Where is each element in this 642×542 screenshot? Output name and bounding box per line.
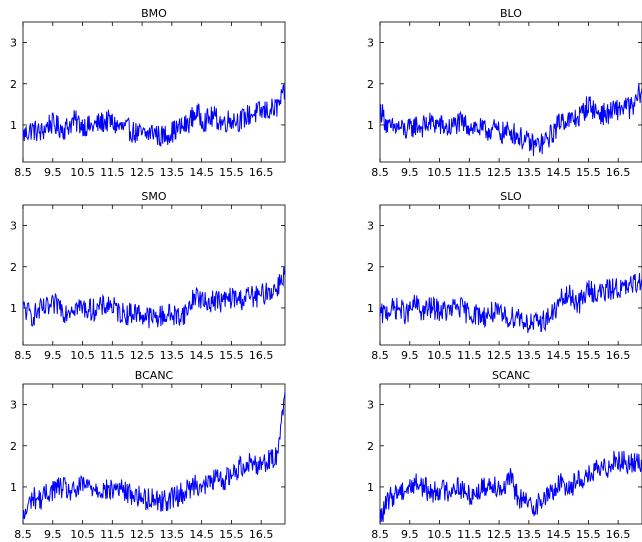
x-tick-label: 15.5 — [576, 349, 601, 362]
series-line — [379, 83, 642, 156]
x-tick-label: 12.5 — [487, 528, 512, 541]
x-tick-label: 10.5 — [70, 166, 95, 179]
chart-title: BMO — [141, 7, 167, 20]
x-tick-label: 15.5 — [576, 166, 601, 179]
x-tick-label: 9.5 — [401, 349, 419, 362]
x-tick-label: 14.5 — [189, 166, 214, 179]
y-tick-label: 1 — [10, 302, 17, 315]
y-tick-label: 2 — [10, 78, 17, 91]
x-tick-label: 8.5 — [371, 166, 389, 179]
x-tick-label: 9.5 — [44, 166, 62, 179]
y-tick-label: 1 — [367, 119, 374, 132]
x-tick-label: 10.5 — [70, 528, 95, 541]
x-tick-label: 16.5 — [249, 166, 274, 179]
x-tick-label: 11.5 — [457, 166, 482, 179]
chart-title: SMO — [141, 190, 166, 203]
x-tick-label: 11.5 — [100, 349, 125, 362]
x-tick-label: 10.5 — [427, 349, 452, 362]
x-tick-label: 8.5 — [14, 349, 32, 362]
plot-frame — [379, 21, 642, 163]
chart-panel-bcanc: BCANC 8.5 9.5 10.5 11.5 12.5 13.5 14.5 15.5 16.5 1… — [10, 369, 286, 541]
x-tick-label: 9.5 — [44, 349, 62, 362]
plot-frame — [22, 21, 286, 163]
series-line — [379, 272, 642, 334]
x-tick-label: 14.5 — [189, 349, 214, 362]
x-tick-label: 16.5 — [249, 349, 274, 362]
x-tick-label: 9.5 — [401, 528, 419, 541]
x-tick-label: 10.5 — [427, 166, 452, 179]
y-tick-label: 1 — [10, 481, 17, 494]
y-tick-label: 1 — [10, 119, 17, 132]
x-tick-label: 16.5 — [606, 528, 631, 541]
chart-title: SCANC — [492, 369, 530, 382]
x-tick-label: 10.5 — [427, 528, 452, 541]
x-tick-label: 8.5 — [371, 349, 389, 362]
series-line — [22, 266, 286, 329]
x-tick-label: 11.5 — [100, 528, 125, 541]
series-line — [22, 392, 286, 520]
y-tick-label: 2 — [10, 440, 17, 453]
x-tick-label: 16.5 — [249, 528, 274, 541]
chart-panel-scanc: SCANC 8.5 9.5 10.5 11.5 12.5 13.5 14.5 15.5 16.5 1… — [367, 369, 642, 541]
x-tick-label: 9.5 — [44, 528, 62, 541]
x-tick-label: 13.5 — [517, 349, 542, 362]
y-tick-label: 2 — [367, 440, 374, 453]
x-tick-label: 16.5 — [606, 349, 631, 362]
plot-frame — [379, 204, 642, 346]
chart-panel-bmo: BMO 8.5 9.5 10.5 11.5 12.5 13.5 14.5 15.5 16.5 1 2 3 — [10, 7, 286, 179]
y-tick-label: 2 — [367, 261, 374, 274]
y-tick-label: 1 — [367, 302, 374, 315]
x-tick-label: 11.5 — [457, 349, 482, 362]
plot-frame — [22, 383, 286, 525]
x-tick-label: 15.5 — [219, 349, 244, 362]
x-tick-label: 15.5 — [576, 528, 601, 541]
x-tick-label: 13.5 — [160, 166, 185, 179]
series-line — [22, 83, 286, 147]
x-tick-label: 12.5 — [130, 349, 155, 362]
y-tick-label: 2 — [367, 78, 374, 91]
x-tick-label: 13.5 — [160, 528, 185, 541]
x-tick-label: 9.5 — [401, 166, 419, 179]
chart-title: BLO — [500, 7, 522, 20]
x-tick-label: 13.5 — [517, 528, 542, 541]
series-line — [379, 450, 642, 523]
x-tick-label: 12.5 — [130, 166, 155, 179]
x-tick-label: 14.5 — [546, 349, 571, 362]
chart-panel-blo: BLO 8.5 9.5 10.5 11.5 12.5 13.5 14.5 15.5 16.5 1 2 3 — [367, 7, 642, 179]
y-tick-label: 3 — [367, 37, 374, 50]
x-tick-label: 13.5 — [160, 349, 185, 362]
x-tick-label: 15.5 — [219, 166, 244, 179]
x-tick-label: 8.5 — [14, 528, 32, 541]
x-tick-label: 11.5 — [457, 528, 482, 541]
x-tick-label: 11.5 — [100, 166, 125, 179]
x-tick-label: 10.5 — [70, 349, 95, 362]
chart-panel-smo: SMO 8.5 9.5 10.5 11.5 12.5 13.5 14.5 15.5 16.5 1 2 3 — [10, 190, 286, 362]
x-tick-label: 12.5 — [130, 528, 155, 541]
y-tick-label: 3 — [10, 399, 17, 412]
x-tick-label: 13.5 — [517, 166, 542, 179]
y-tick-label: 3 — [10, 37, 17, 50]
x-tick-label: 8.5 — [371, 528, 389, 541]
y-tick-label: 1 — [367, 481, 374, 494]
chart-panel-slo: SLO 8.5 9.5 10.5 11.5 12.5 13.5 14.5 15.5 16.5 1 2 3 — [367, 190, 642, 362]
x-tick-label: 8.5 — [14, 166, 32, 179]
chart-title: BCANC — [135, 369, 174, 382]
x-tick-label: 14.5 — [189, 528, 214, 541]
y-tick-label: 3 — [367, 399, 374, 412]
x-tick-label: 14.5 — [546, 166, 571, 179]
y-tick-label: 3 — [10, 220, 17, 233]
x-tick-label: 15.5 — [219, 528, 244, 541]
plot-frame — [22, 204, 286, 346]
y-tick-label: 3 — [367, 220, 374, 233]
x-tick-label: 12.5 — [487, 349, 512, 362]
y-tick-label: 2 — [10, 261, 17, 274]
x-tick-label: 12.5 — [487, 166, 512, 179]
plot-frame — [379, 383, 642, 525]
x-tick-label: 16.5 — [606, 166, 631, 179]
chart-title: SLO — [500, 190, 522, 203]
x-tick-label: 14.5 — [546, 528, 571, 541]
